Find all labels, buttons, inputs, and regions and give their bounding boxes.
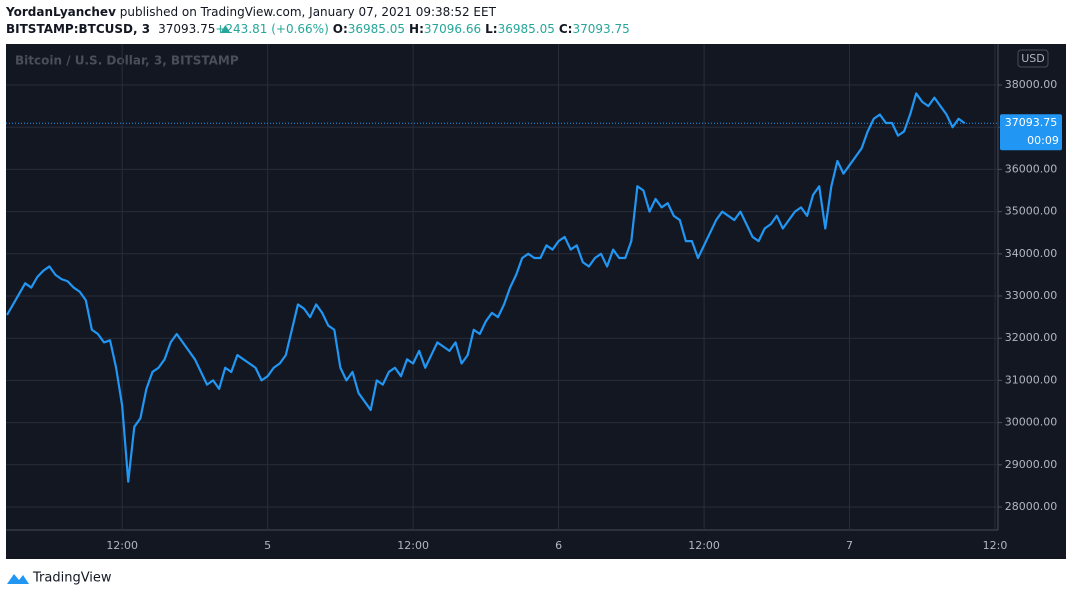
ohlc-value: 37093.75 — [572, 22, 629, 36]
x-tick-label: 12:0 — [983, 539, 1008, 552]
ohlc-label: L: — [485, 22, 497, 36]
legend-line: BITSTAMP:BTCUSD, 3 37093.75+243.81 (+0.66… — [6, 22, 630, 36]
y-tick-label: 35000.00 — [1005, 205, 1058, 218]
ohlc-label: H: — [409, 22, 424, 36]
symbol-legend: BITSTAMP:BTCUSD, 3 37093.75+243.81 (+0.66… — [6, 22, 630, 36]
y-tick-label: 36000.00 — [1005, 162, 1058, 175]
x-tick-label: 7 — [846, 539, 853, 552]
price-line — [6, 92, 966, 483]
ohlc-value: 36985.05 — [348, 22, 405, 36]
plot: 28000.00 29000.00 30000.00 31000.00 32000.00… — [6, 44, 1062, 552]
y-tick-label: 31000.00 — [1005, 373, 1058, 386]
header-line: YordanLyanchev published on TradingView.… — [5, 5, 497, 19]
currency: USD — [1021, 52, 1045, 65]
up-arrow — [220, 25, 231, 33]
last-price-tag — [1000, 114, 1062, 151]
currency-box[interactable] — [1017, 49, 1049, 68]
change: +243.81 (+0.66%) — [215, 22, 328, 36]
footer-brand[interactable]: TradingView — [32, 571, 112, 586]
x-tick-label: 6 — [555, 539, 562, 552]
x-tick-label: 12:00 — [688, 539, 720, 552]
logo-icon — [7, 574, 29, 584]
y-tick-label: 30000.00 — [1005, 416, 1058, 429]
symbol: BITSTAMP:BTCUSD, 3 — [6, 22, 150, 36]
ohlc-value: 36985.05 — [498, 22, 555, 36]
y-tick-label: 32000.00 — [1005, 331, 1058, 344]
published: published on TradingView.com, January 07… — [120, 5, 497, 19]
last-price: 37093.75 — [158, 22, 215, 36]
ohlc-label: O: — [333, 22, 348, 36]
y-tick-label: 33000.00 — [1005, 289, 1058, 302]
author[interactable]: YordanLyanchev — [5, 5, 116, 19]
watermark-title: Bitcoin / U.S. Dollar, 3, BITSTAMP — [15, 54, 239, 68]
x-tick-label: 12:00 — [106, 539, 138, 552]
footer-logo: TradingView — [7, 571, 112, 586]
y-tick-label: 34000.00 — [1005, 247, 1058, 260]
ohlc-value: 37096.66 — [424, 22, 481, 36]
countdown: 00:09 — [1027, 134, 1059, 147]
last-price-label: 37093.75 — [1005, 116, 1058, 129]
x-tick-label: 5 — [264, 539, 271, 552]
y-tick-label: 29000.00 — [1005, 458, 1058, 471]
y-tick-label: 28000.00 — [1005, 500, 1058, 513]
chart-area — [6, 44, 1066, 559]
x-tick-label: 12:00 — [397, 539, 429, 552]
ohlc-label: C: — [559, 22, 573, 36]
y-tick-label: 38000.00 — [1005, 78, 1058, 91]
